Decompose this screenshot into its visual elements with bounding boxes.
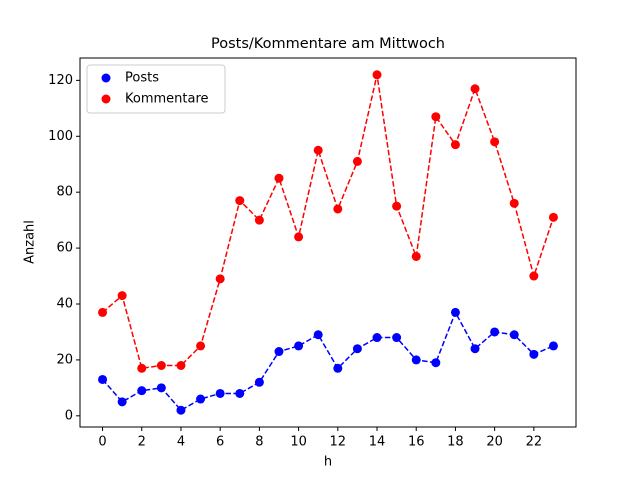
x-tick-label: 20 (486, 435, 503, 450)
data-point (137, 363, 147, 373)
data-point (529, 349, 539, 359)
data-point (392, 201, 402, 211)
data-point (274, 347, 284, 357)
y-tick-label: 40 (56, 297, 73, 312)
data-point (215, 274, 225, 284)
data-point (333, 204, 343, 214)
data-point (313, 330, 323, 340)
data-point (98, 307, 108, 317)
data-point (235, 388, 245, 398)
data-point (411, 251, 421, 261)
data-point (352, 344, 362, 354)
chart-title: Posts/Kommentare am Mittwoch (211, 36, 445, 52)
x-tick-label: 16 (408, 435, 425, 450)
x-axis-label: h (324, 455, 332, 470)
data-point (294, 232, 304, 242)
data-point (235, 196, 245, 206)
x-tick-label: 18 (447, 435, 464, 450)
data-point (470, 84, 480, 94)
x-tick-label: 22 (526, 435, 543, 450)
data-point (215, 388, 225, 398)
data-point (98, 374, 108, 384)
data-point (411, 355, 421, 365)
data-point (548, 341, 558, 351)
data-point (176, 361, 186, 370)
x-tick-label: 12 (330, 435, 347, 450)
data-point (117, 397, 127, 407)
data-point (529, 271, 539, 281)
data-point (176, 405, 186, 415)
data-point (196, 341, 206, 351)
data-point (372, 333, 382, 343)
x-tick-label: 8 (255, 435, 263, 450)
data-point (117, 291, 127, 301)
data-point (509, 330, 519, 340)
data-point (372, 70, 382, 80)
data-point (294, 341, 304, 351)
data-point (254, 377, 264, 387)
legend-label: Posts (125, 71, 159, 86)
x-tick-label: 14 (369, 435, 386, 450)
legend-marker (101, 94, 111, 104)
y-tick-label: 20 (56, 352, 73, 367)
x-tick-label: 4 (177, 435, 185, 450)
x-tick-label: 10 (290, 435, 307, 450)
data-point (470, 344, 480, 354)
data-point (156, 383, 166, 393)
data-point (431, 358, 441, 368)
x-tick-label: 0 (98, 435, 106, 450)
data-point (333, 363, 343, 373)
y-tick-label: 120 (48, 73, 73, 88)
data-point (254, 215, 264, 225)
y-tick-label: 80 (56, 185, 73, 200)
data-point (274, 173, 284, 183)
legend-label: Kommentare (125, 92, 209, 107)
data-point (450, 140, 460, 150)
data-point (509, 198, 519, 208)
data-point (450, 307, 460, 317)
data-point (490, 137, 500, 147)
x-tick-label: 6 (216, 435, 224, 450)
data-point (352, 156, 362, 166)
plot-frame (79, 57, 577, 428)
data-point (431, 112, 441, 122)
data-point (137, 386, 147, 396)
y-tick-label: 60 (56, 241, 73, 256)
data-point (392, 333, 402, 343)
y-axis-label: Anzahl (23, 220, 38, 264)
legend-marker (101, 73, 111, 83)
data-point (490, 327, 500, 337)
data-point (313, 145, 323, 155)
data-point (548, 212, 558, 222)
x-tick-label: 2 (138, 435, 146, 450)
data-point (156, 361, 166, 370)
data-point (196, 394, 206, 404)
y-tick-label: 100 (48, 129, 73, 144)
y-tick-label: 0 (65, 408, 73, 423)
legend-box (86, 64, 226, 114)
